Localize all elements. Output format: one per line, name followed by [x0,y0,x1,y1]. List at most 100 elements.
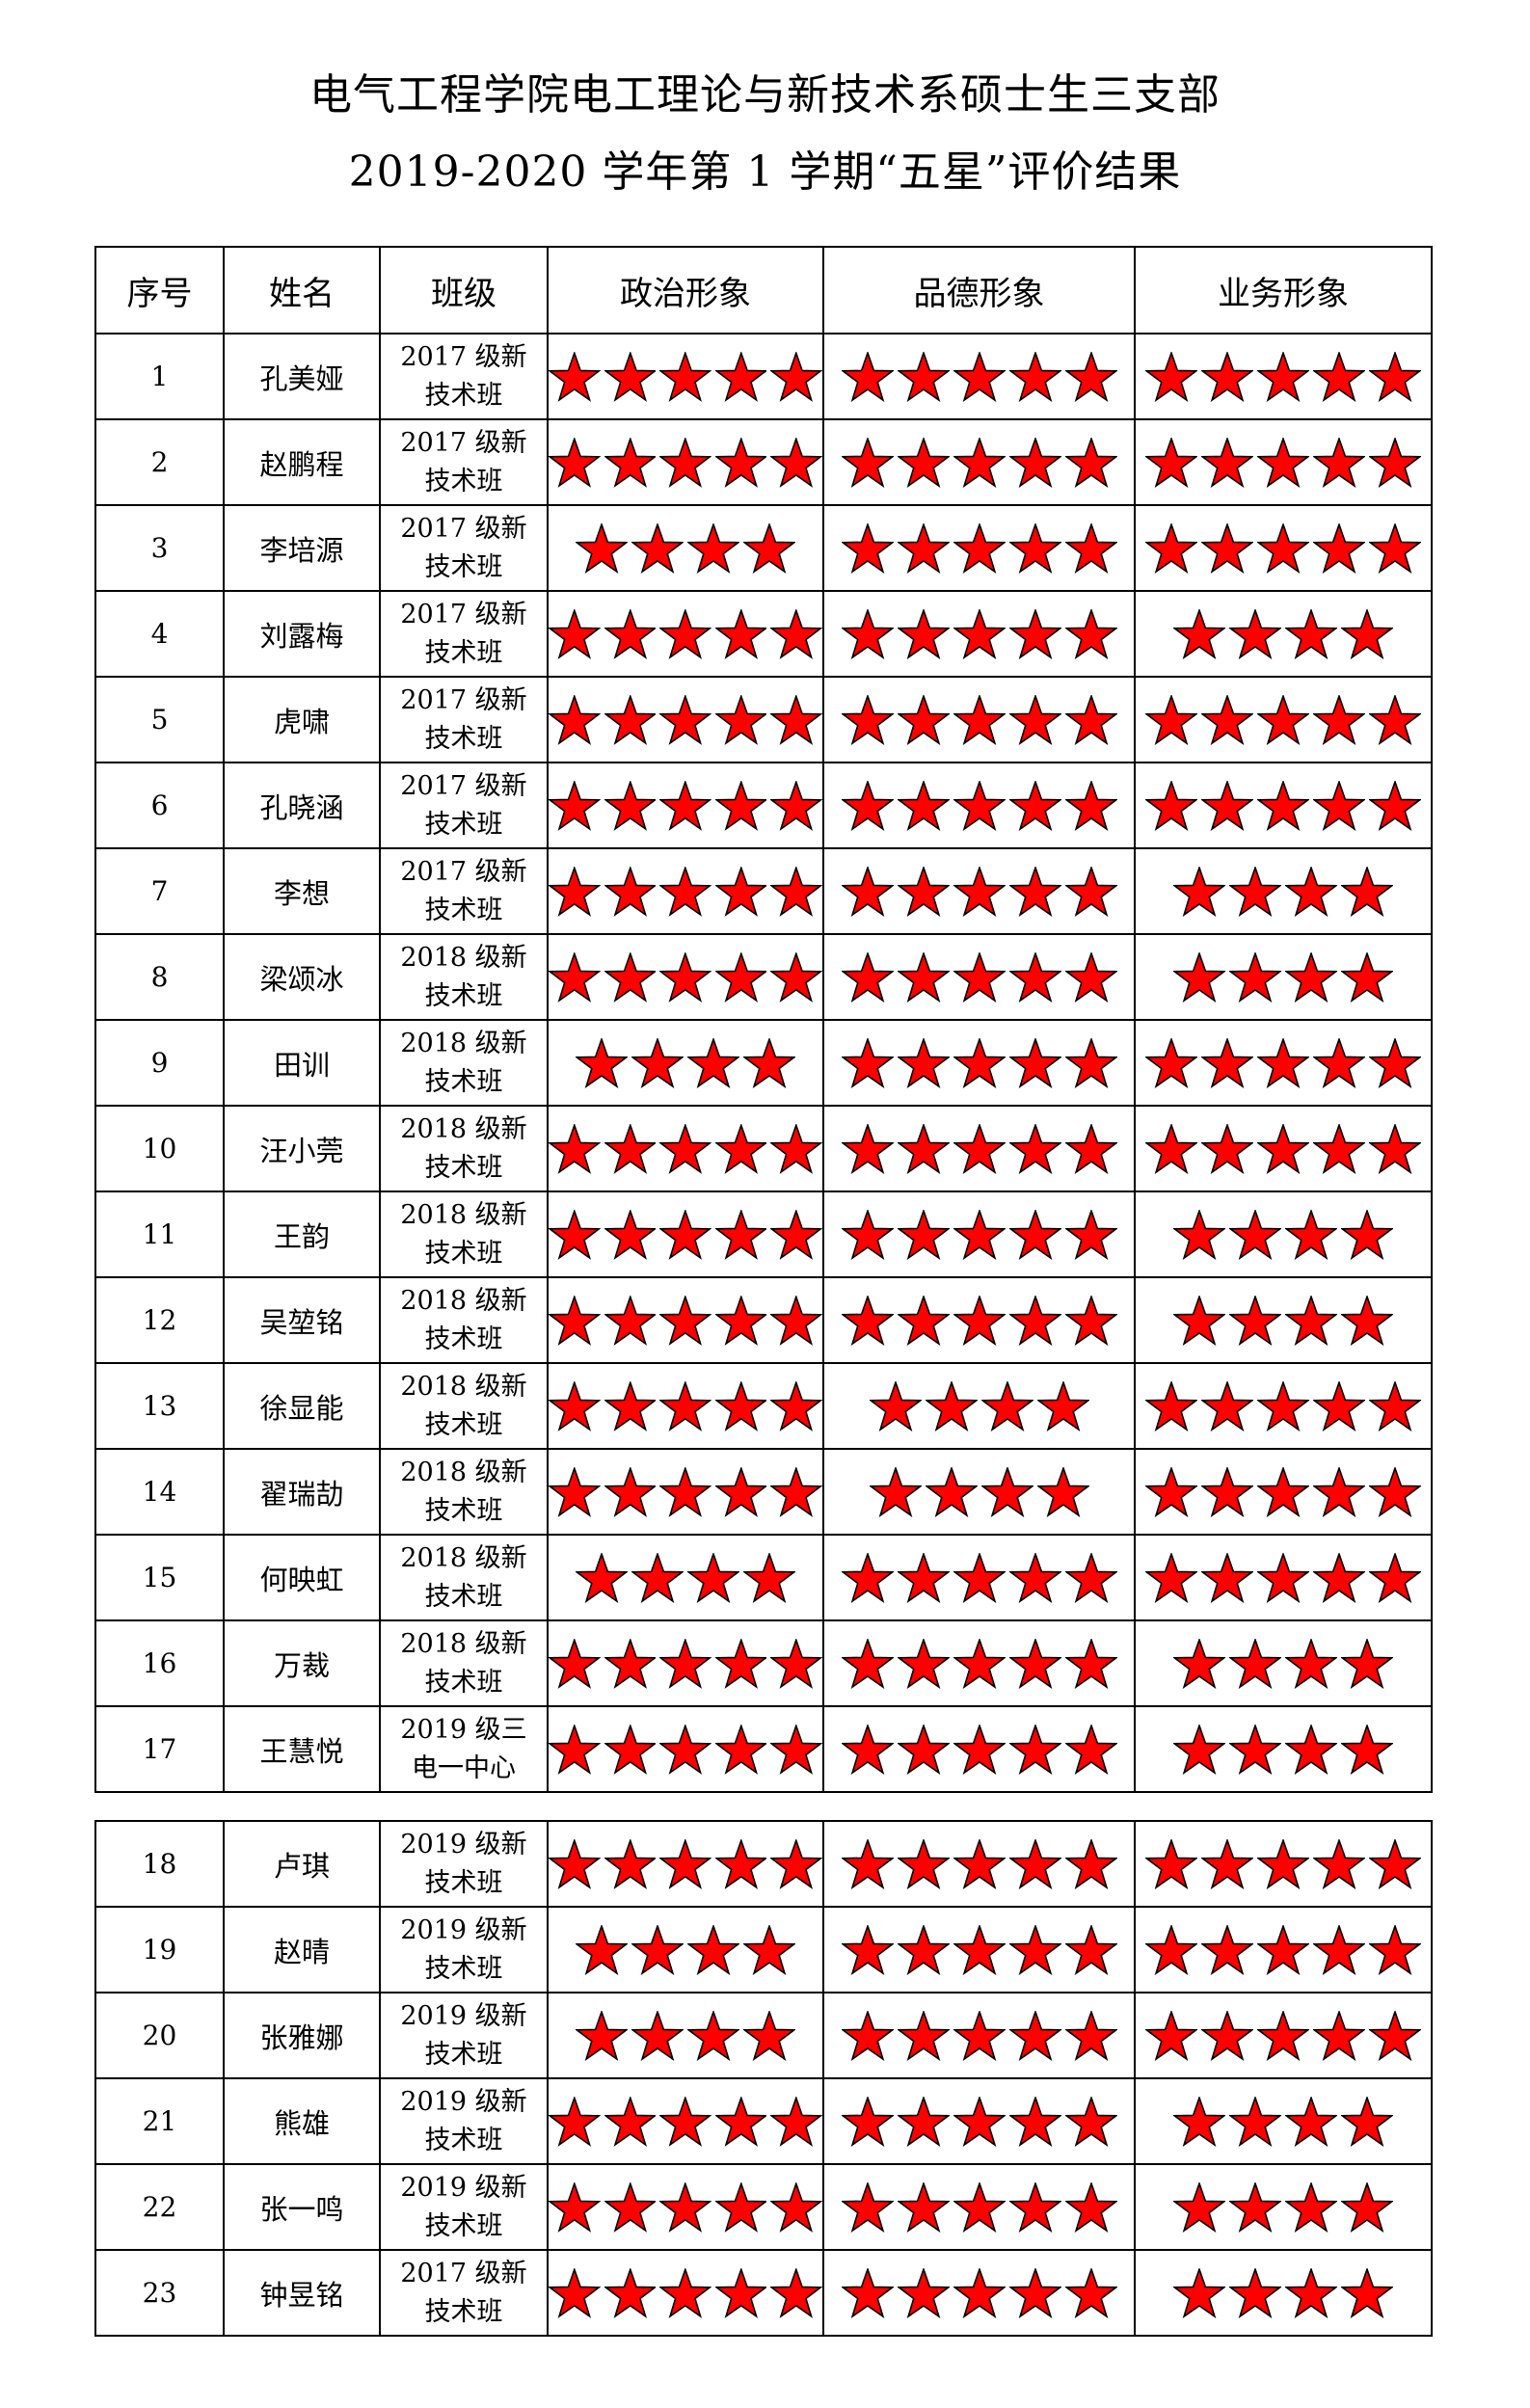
star-icon [1229,866,1281,917]
star-icon [659,1380,711,1431]
star-icon [841,1838,894,1889]
star-rating [1136,437,1431,488]
star-icon [576,522,628,574]
political-rating [547,933,824,1021]
star-icon [953,437,1006,488]
star-icon [1341,1724,1393,1775]
star-icon [841,1037,894,1088]
star-icon [1257,694,1309,745]
student-name: 卢琪 [223,1820,381,1908]
star-icon [1313,1552,1365,1603]
star-icon [659,780,711,831]
table-row: 16 万裁 2018 级新技术班 [94,1619,1433,1707]
star-icon [1064,694,1117,745]
star-icon [714,2267,767,2318]
star-icon [1313,694,1365,745]
star-icon [897,351,950,402]
star-icon [1201,437,1253,488]
star-icon [659,1209,711,1260]
professional-rating [1134,1019,1433,1107]
table-row: 5 虎啸 2017 级新技术班 [94,676,1433,763]
row-number: 17 [94,1705,225,1793]
moral-rating [822,590,1136,678]
moral-rating [822,1019,1136,1107]
row-number: 20 [94,1992,225,2079]
star-rating [549,1123,822,1174]
star-icon [549,2267,601,2318]
star-icon [770,866,822,917]
star-icon [714,2181,767,2233]
star-icon [1064,351,1117,402]
star-icon [1313,522,1365,574]
star-icon [687,2010,739,2061]
star-icon [1145,1552,1197,1603]
student-class: 2018 级新技术班 [379,1448,549,1536]
political-rating [547,504,824,592]
star-icon [659,1123,711,1174]
star-icon [604,2181,657,2233]
student-class: 2018 级新技术班 [379,1362,549,1450]
student-name: 徐显能 [223,1362,381,1450]
star-icon [897,1037,950,1088]
star-icon [841,866,894,917]
star-icon [1064,1295,1117,1346]
star-icon [659,608,711,659]
star-icon [659,437,711,488]
star-icon [1285,2096,1337,2147]
star-icon [1064,2096,1117,2147]
row-number: 16 [94,1619,225,1707]
star-icon [841,1638,894,1689]
political-rating [547,1362,824,1450]
star-icon [714,351,767,402]
star-rating [1136,1037,1431,1088]
star-icon [1257,780,1309,831]
table-row: 23 钟昱铭 2017 级新技术班 [94,2249,1433,2337]
star-icon [1369,1552,1421,1603]
star-rating [549,351,822,402]
star-icon [1201,1037,1253,1088]
row-number: 21 [94,2077,225,2165]
star-icon [1008,437,1061,488]
star-icon [897,866,950,917]
star-icon [897,1638,950,1689]
star-icon [897,1838,950,1889]
star-icon [604,1123,657,1174]
star-icon [743,1552,795,1603]
star-icon [604,780,657,831]
moral-rating [822,1820,1136,1908]
star-icon [1341,951,1393,1003]
political-rating [547,1019,824,1107]
political-rating [547,1619,824,1707]
professional-rating [1134,2249,1433,2337]
star-icon [1369,1123,1421,1174]
star-rating [824,1123,1134,1174]
star-icon [1369,2010,1421,2061]
student-name: 何映虹 [223,1534,381,1621]
star-icon [841,1123,894,1174]
star-icon [841,1295,894,1346]
student-class: 2018 级新技术班 [379,1276,549,1364]
star-rating [824,951,1134,1003]
star-icon [897,1123,950,1174]
professional-rating [1134,1992,1433,2079]
star-rating [1136,951,1431,1003]
star-icon [1369,694,1421,745]
professional-rating [1134,1705,1433,1793]
star-icon [841,437,894,488]
star-icon [1201,694,1253,745]
moral-rating [822,1534,1136,1621]
star-rating [549,780,822,831]
star-rating [1136,1924,1431,1975]
row-number: 14 [94,1448,225,1536]
political-rating [547,762,824,849]
row-number: 13 [94,1362,225,1450]
star-icon [841,608,894,659]
star-rating [1136,1123,1431,1174]
star-icon [897,1724,950,1775]
star-icon [953,951,1006,1003]
star-rating [1136,1724,1431,1775]
star-rating [824,1724,1134,1775]
star-icon [841,1924,894,1975]
star-icon [841,951,894,1003]
star-icon [604,1638,657,1689]
